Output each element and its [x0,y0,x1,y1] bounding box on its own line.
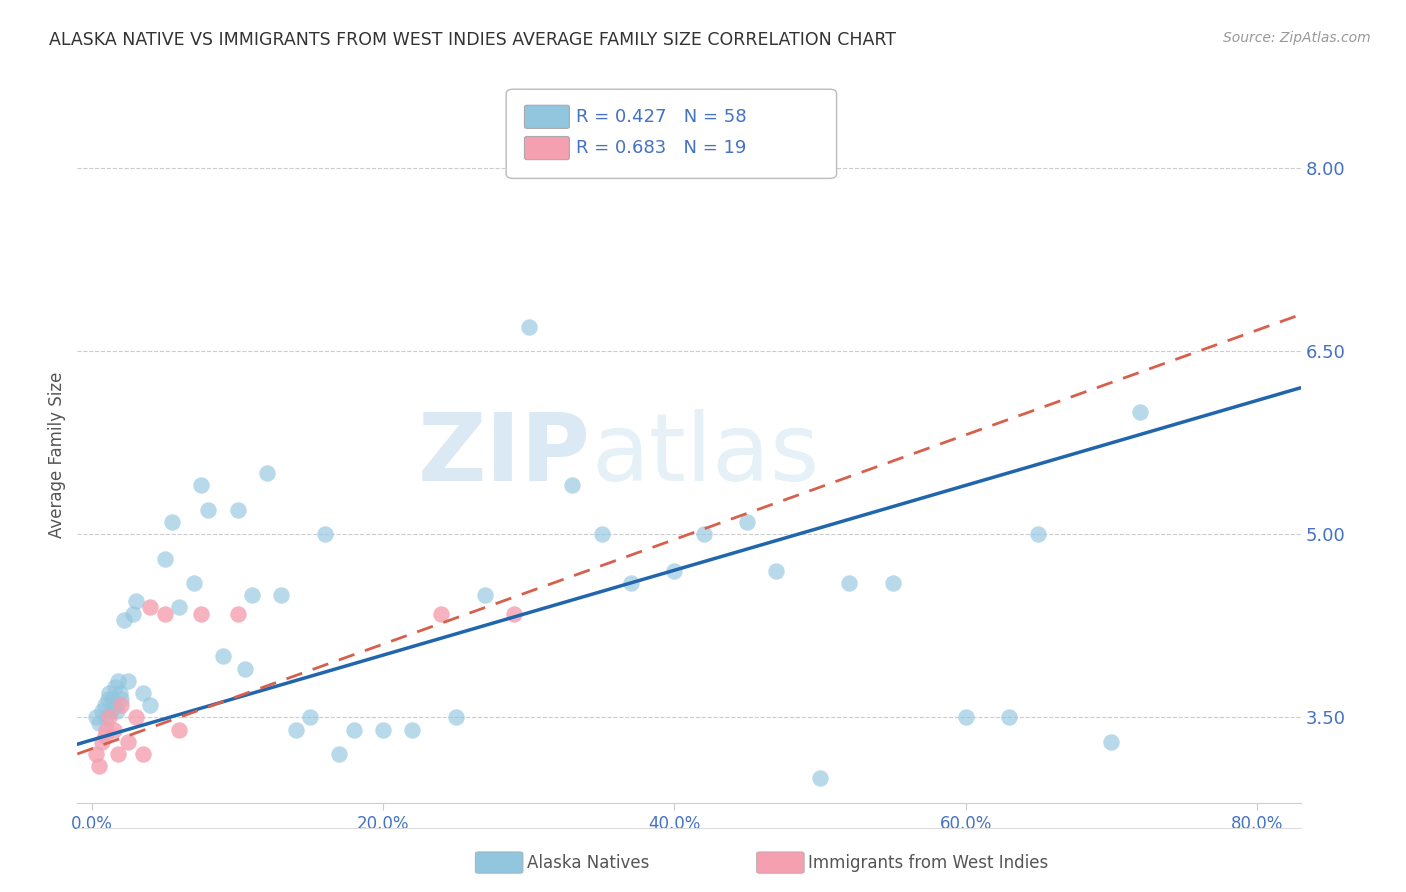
Point [808,772,831,786]
Point [91,735,114,749]
Point [343,723,366,737]
Point [183,576,205,591]
Point [103,698,125,713]
Point [284,723,307,737]
Point [735,515,758,529]
Text: Immigrants from West Indies: Immigrants from West Indies [808,854,1049,871]
Point [139,698,162,713]
Point [97,692,120,706]
Point [153,551,176,566]
Point [240,588,263,602]
Point [190,478,212,492]
Point [998,710,1021,724]
Point [84,747,107,761]
Point [1099,735,1122,749]
Point [212,649,235,664]
Point [139,600,162,615]
Text: ALASKA NATIVE VS IMMIGRANTS FROM WEST INDIES AVERAGE FAMILY SIZE CORRELATION CHA: ALASKA NATIVE VS IMMIGRANTS FROM WEST IN… [49,31,896,49]
Point [160,515,183,529]
Point [110,692,132,706]
Point [108,686,131,700]
Point [233,661,256,675]
Point [401,723,423,737]
Point [89,759,111,773]
Point [561,478,583,492]
Point [112,613,135,627]
Point [474,588,496,602]
Point [107,673,129,688]
Point [101,692,124,706]
Point [153,607,176,621]
Point [124,594,146,608]
Point [100,704,122,718]
Point [169,600,191,615]
Point [84,710,107,724]
Point [503,607,526,621]
Point [98,686,121,700]
Point [117,735,139,749]
Point [226,503,249,517]
Point [955,710,977,724]
Point [169,723,191,737]
Point [591,527,613,541]
Text: R = 0.683   N = 19: R = 0.683 N = 19 [576,139,747,157]
Point [94,698,117,713]
Point [103,723,125,737]
Point [91,704,114,718]
Point [664,564,686,578]
Point [121,607,143,621]
Point [104,680,127,694]
Point [117,673,139,688]
Y-axis label: Average Family Size: Average Family Size [48,372,66,538]
Point [838,576,860,591]
Point [620,576,643,591]
Point [107,747,129,761]
Point [110,698,132,713]
Point [132,686,155,700]
Point [89,716,111,731]
Point [882,576,904,591]
Point [328,747,350,761]
Text: Alaska Natives: Alaska Natives [527,854,650,871]
Point [430,607,453,621]
Point [96,723,118,737]
Point [517,319,540,334]
Point [105,704,128,718]
Point [94,729,117,743]
Point [692,527,714,541]
Text: atlas: atlas [591,409,820,501]
Point [132,747,155,761]
Text: Source: ZipAtlas.com: Source: ZipAtlas.com [1223,31,1371,45]
Point [190,607,212,621]
Text: ZIP: ZIP [418,409,591,501]
Point [256,467,278,481]
Point [96,710,118,724]
Point [765,564,787,578]
Point [314,527,336,541]
Point [226,607,249,621]
Point [444,710,467,724]
Point [299,710,322,724]
Text: R = 0.427   N = 58: R = 0.427 N = 58 [576,108,747,126]
Point [270,588,292,602]
Point [1028,527,1050,541]
Point [1129,405,1152,419]
Point [98,710,121,724]
Point [124,710,146,724]
Point [197,503,219,517]
Point [371,723,394,737]
